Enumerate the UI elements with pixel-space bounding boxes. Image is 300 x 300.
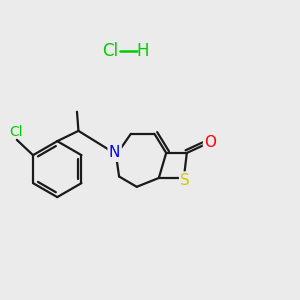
Text: O: O	[204, 135, 216, 150]
Text: H: H	[136, 42, 149, 60]
Text: N: N	[109, 146, 120, 160]
Text: Cl: Cl	[9, 124, 23, 139]
Text: S: S	[181, 173, 190, 188]
Text: Cl: Cl	[102, 42, 118, 60]
